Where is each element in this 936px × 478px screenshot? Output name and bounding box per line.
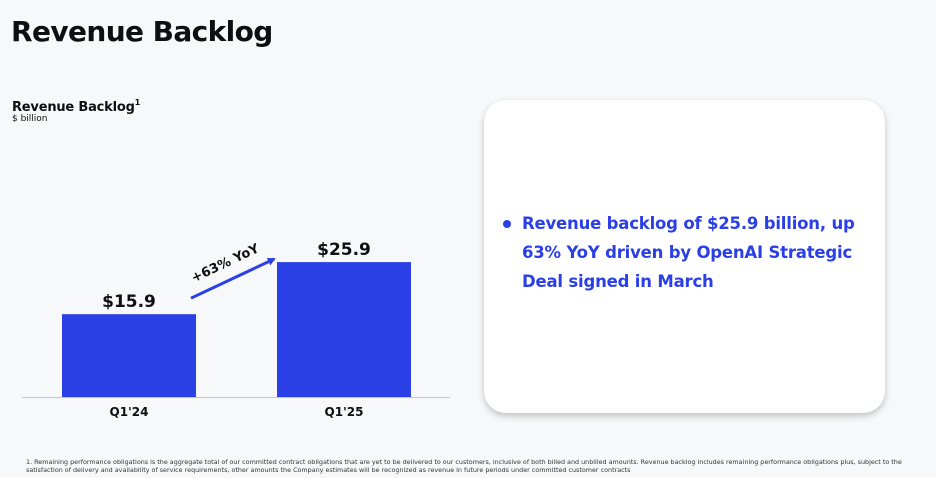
callout-bullet-text: Revenue backlog of $25.9 billion, up 63%… xyxy=(522,214,855,291)
callout-bullet: Revenue backlog of $25.9 billion, up 63%… xyxy=(503,209,869,296)
bullet-dot-icon xyxy=(503,220,511,228)
chart-title-text: Revenue Backlog xyxy=(12,100,135,115)
growth-arrow xyxy=(190,257,276,300)
page-title: Revenue Backlog xyxy=(11,15,273,48)
annotation-layer: +63% YoY xyxy=(189,241,276,300)
bar-data-label: $15.9 xyxy=(102,292,156,312)
bar-data-label: $25.9 xyxy=(317,240,371,260)
growth-annotation-label: +63% YoY xyxy=(189,241,262,286)
chart-unit-label: $ billion xyxy=(12,114,48,124)
bars-layer: $15.9 Q1'24 $25.9 Q1'25 xyxy=(22,240,450,419)
chart-title: Revenue Backlog1 xyxy=(12,98,140,115)
bar xyxy=(62,314,196,397)
footnote-marker: 1 xyxy=(134,98,141,107)
callout-card: Revenue backlog of $25.9 billion, up 63%… xyxy=(484,100,885,413)
footnote: 1. Remaining performance obligations is … xyxy=(26,458,902,474)
revenue-backlog-bar-chart: $15.9 Q1'24 $25.9 Q1'25 +63% YoY xyxy=(22,240,450,419)
bar xyxy=(277,262,411,397)
x-tick-label: Q1'24 xyxy=(110,405,149,419)
x-tick-label: Q1'25 xyxy=(325,405,364,419)
